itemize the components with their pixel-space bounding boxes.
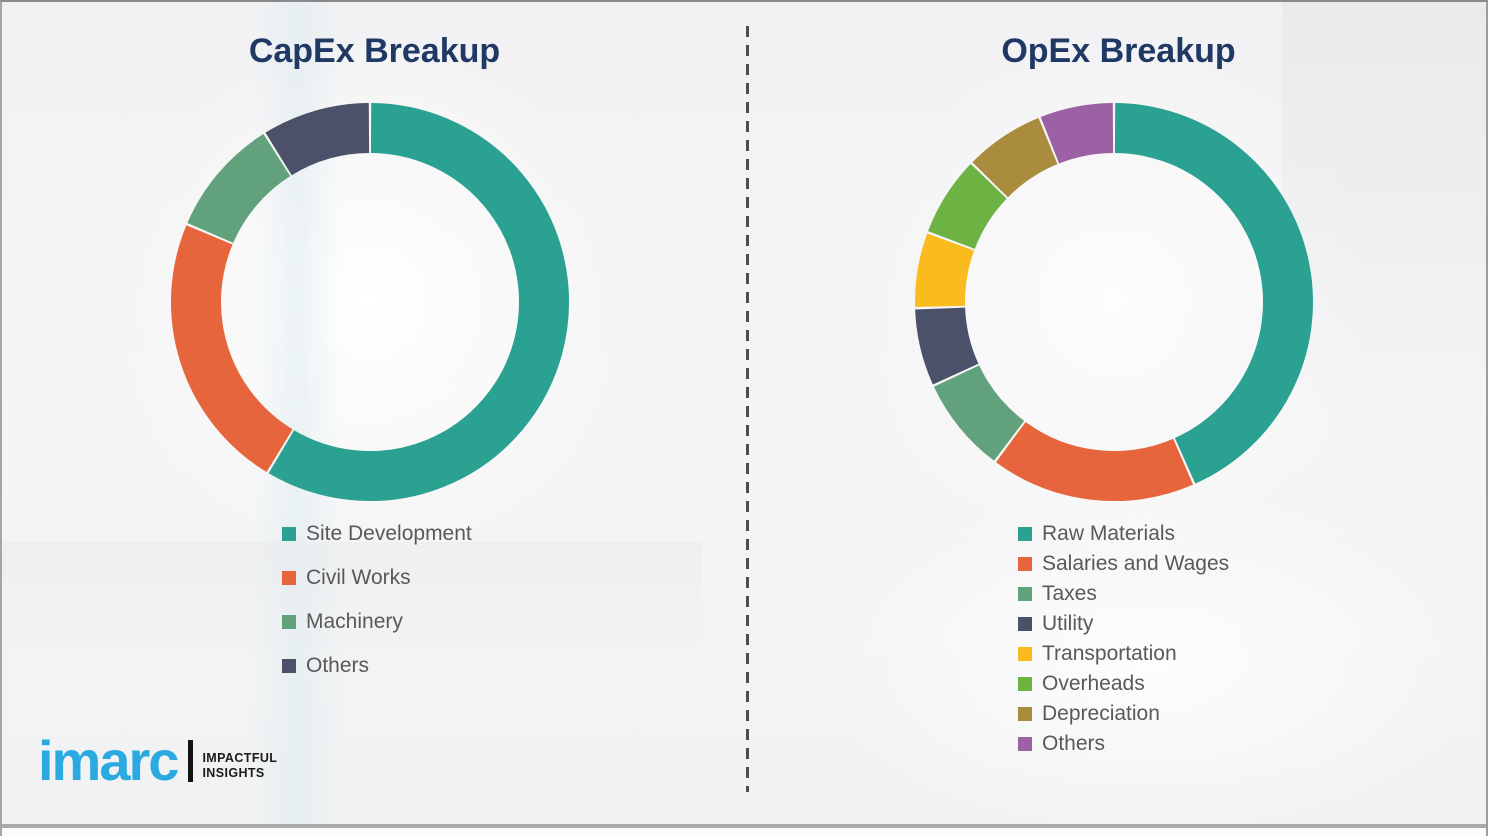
legend-item-site-development: Site Development <box>282 512 472 556</box>
legend-item-transportation: Transportation <box>1018 639 1229 669</box>
legend-label: Utility <box>1042 612 1094 635</box>
donut-segment-others <box>1040 103 1114 164</box>
legend-label: Transportation <box>1042 642 1177 665</box>
legend-label: Taxes <box>1042 582 1097 605</box>
logo-tagline: IMPACTFUL INSIGHTS <box>202 751 277 781</box>
legend-label: Others <box>306 654 370 677</box>
opex-donut-chart <box>915 103 1313 501</box>
donut-segment-civil-works <box>171 225 294 473</box>
legend-label: Others <box>1042 732 1106 755</box>
legend-label: Salaries and Wages <box>1042 552 1230 575</box>
dashed-divider-line <box>746 26 749 792</box>
legend-swatch-icon <box>1018 617 1032 631</box>
logo-divider-bar <box>188 739 194 782</box>
legend-swatch-icon <box>282 615 296 629</box>
legend-label: Overheads <box>1042 672 1145 695</box>
legend-label: Depreciation <box>1042 702 1160 725</box>
opex-title: OpEx Breakup <box>1001 32 1236 70</box>
capex-donut-chart <box>171 103 569 501</box>
legend-swatch-icon <box>282 571 296 585</box>
donut-segment-raw-materials <box>1114 103 1313 484</box>
donut-segment-taxes <box>933 364 1025 461</box>
legend-item-machinery: Machinery <box>282 600 472 644</box>
capex-legend: Site Development Civil Works Machinery Othe… <box>282 512 472 688</box>
legend-item-utility: Utility <box>1018 609 1229 639</box>
legend-swatch-icon <box>1018 707 1032 721</box>
logo-tagline-line2: INSIGHTS <box>202 765 265 780</box>
donut-segment-machinery <box>187 133 291 244</box>
legend-item-civil-works: Civil Works <box>282 556 472 600</box>
donut-segment-depreciation <box>972 117 1059 198</box>
donut-segment-site-development <box>268 103 569 501</box>
opex-panel: OpEx Breakup <box>747 2 1486 824</box>
legend-swatch-icon <box>282 527 296 541</box>
donut-segment-utility <box>915 306 979 385</box>
legend-item-taxes: Taxes <box>1018 579 1229 609</box>
legend-item-salaries-and-wages: Salaries and Wages <box>1018 549 1229 579</box>
legend-label: Site Development <box>306 522 472 545</box>
legend-item-overheads: Overheads <box>1018 669 1229 699</box>
legend-item-depreciation: Depreciation <box>1018 699 1229 729</box>
imarc-logo: imarc IMPACTFUL INSIGHTS <box>38 729 277 792</box>
legend-swatch-icon <box>1018 737 1032 751</box>
opex-legend: Raw Materials Salaries and Wages Taxes Util… <box>1018 519 1229 759</box>
legend-label: Civil Works <box>306 566 411 589</box>
donut-segment-salaries-and-wages <box>996 421 1194 501</box>
imarc-logo-wordmark: imarc <box>38 729 179 792</box>
legend-label: Raw Materials <box>1042 522 1176 545</box>
legend-item-others: Others <box>282 644 472 688</box>
legend-swatch-icon <box>1018 587 1032 601</box>
capex-title: CapEx Breakup <box>248 32 501 70</box>
donut-segment-others <box>265 103 370 176</box>
legend-swatch-icon <box>1018 557 1032 571</box>
legend-swatch-icon <box>1018 677 1032 691</box>
donut-segment-transportation <box>915 233 975 308</box>
legend-swatch-icon <box>1018 647 1032 661</box>
legend-swatch-icon <box>1018 527 1032 541</box>
donut-segment-overheads <box>928 163 1008 250</box>
legend-item-others: Others <box>1018 729 1229 759</box>
legend-swatch-icon <box>282 659 296 673</box>
legend-label: Machinery <box>306 610 403 633</box>
legend-item-raw-materials: Raw Materials <box>1018 519 1229 549</box>
capex-panel: CapEx Breakup <box>2 2 747 824</box>
logo-tagline-line1: IMPACTFUL <box>202 750 278 765</box>
